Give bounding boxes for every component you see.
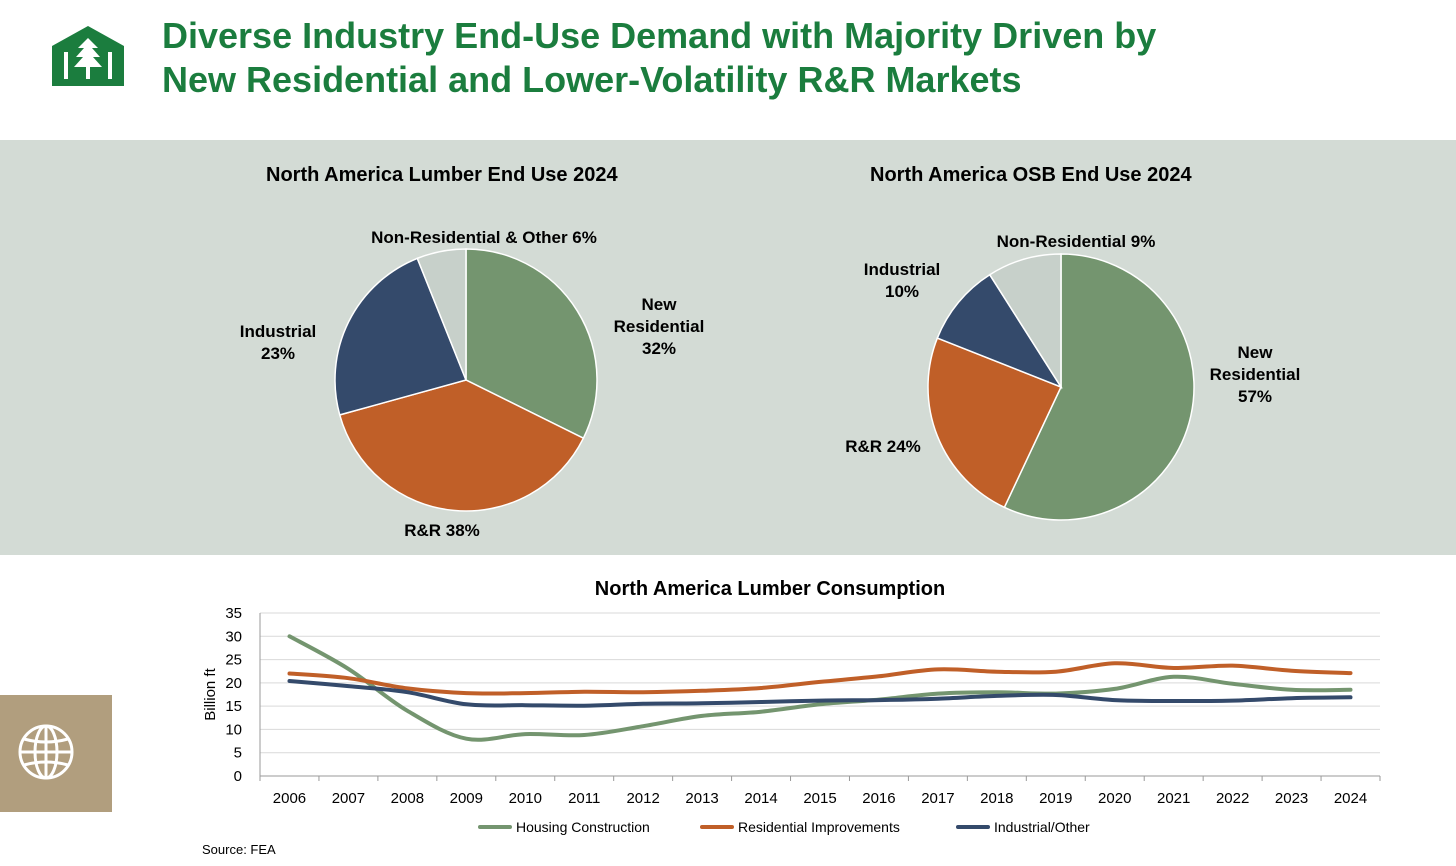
source-note: Source: FEA [202,842,276,857]
x-tick-label: 2012 [626,790,659,807]
osb-label-non-residential: Non-Residential 9% [996,232,1156,251]
x-tick-label: 2010 [509,790,542,807]
trees-house-logo-icon [52,26,124,86]
y-tick-label: 30 [225,628,242,645]
osb-label-rr: R&R 24% [845,437,921,456]
lumber-label-new-residential: New Residential 32% [613,295,705,358]
x-tick-label: 2024 [1334,790,1367,807]
y-tick-label: 35 [225,605,242,622]
x-tick-label: 2014 [744,790,777,807]
page-title: Diverse Industry End-Use Demand with Maj… [162,14,1422,102]
x-tick-label: 2015 [803,790,836,807]
lumber-label-non-residential: Non-Residential & Other 6% [371,228,597,247]
x-tick-label: 2008 [391,790,424,807]
y-tick-label: 15 [225,698,242,715]
osb-slice-new-residential [1003,253,1195,521]
lumber-slice-new-residential [465,248,598,440]
y-tick-label: 5 [234,745,242,762]
y-tick-label: 20 [225,675,242,692]
x-tick-label: 2019 [1039,790,1072,807]
legend-industrial-other: Industrial/Other [956,819,1090,835]
osb-label-industrial: Industrial 10% [863,260,941,301]
x-tick-label: 2020 [1098,790,1131,807]
legend-swatch-housing [478,825,512,829]
lumber-pie-title: North America Lumber End Use 2024 [266,164,618,186]
page-title-line-2: New Residential and Lower-Volatility R&R… [162,59,1022,100]
residential-improvements-line [287,661,1353,696]
page-title-line-1: Diverse Industry End-Use Demand with Maj… [162,15,1157,56]
line-chart-title: North America Lumber Consumption [594,578,946,600]
osb-slice-rr [927,337,1063,509]
lumber-slice-non-residential [416,248,467,381]
lumber-slice-rr [338,379,585,512]
x-tick-label: 2021 [1157,790,1190,807]
industrial-other-line [287,679,1353,708]
x-tick-label: 2007 [332,790,365,807]
lumber-label-industrial: Industrial 23% [239,322,317,363]
y-tick-label: 10 [225,721,242,738]
y-axis-label: Billion ft [202,667,219,720]
globe-icon [18,724,74,780]
lumber-label-rr: R&R 38% [404,521,480,540]
x-tick-label: 2016 [862,790,895,807]
x-tick-label: 2009 [450,790,483,807]
globe-icon-box [0,695,112,812]
x-tick-label: 2006 [273,790,306,807]
x-tick-label: 2011 [568,790,600,807]
osb-label-new-residential: New Residential 57% [1209,343,1301,406]
osb-slice-non-residential [988,253,1062,390]
housing-construction-line [287,634,1353,742]
x-tick-label: 2022 [1216,790,1249,807]
x-tick-label: 2013 [685,790,718,807]
x-tick-label: 2018 [980,790,1013,807]
x-tick-label: 2023 [1275,790,1308,807]
y-tick-label: 0 [234,768,242,785]
legend-swatch-improvements [700,825,734,829]
osb-slice-industrial [936,273,1063,389]
legend-swatch-industrial [956,825,990,829]
pie-charts-panel [0,140,1456,555]
legend-residential-improvements: Residential Improvements [700,819,900,835]
legend-housing-construction: Housing Construction [478,819,650,835]
x-tick-label: 2017 [921,790,954,807]
osb-pie-title: North America OSB End Use 2024 [870,164,1192,186]
y-tick-label: 25 [225,652,242,669]
lumber-slice-industrial [334,257,468,416]
